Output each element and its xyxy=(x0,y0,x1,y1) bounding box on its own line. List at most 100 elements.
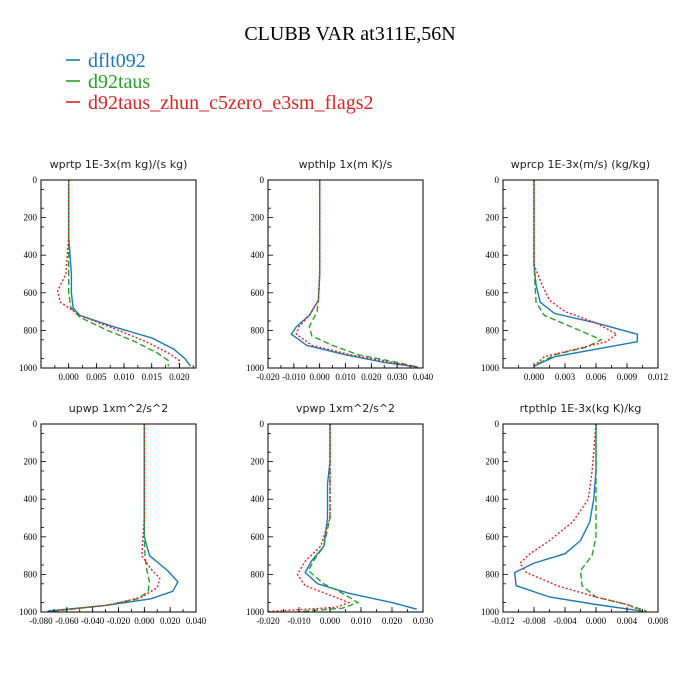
x-tick-label: 0.015 xyxy=(142,372,163,382)
x-tick-label: 0.020 xyxy=(160,616,181,626)
y-tick-label: 600 xyxy=(486,288,500,298)
x-tick-label: 0.030 xyxy=(413,616,434,626)
legend-label: dflt092 xyxy=(88,50,146,72)
y-tick-label: 1000 xyxy=(19,607,38,617)
series-line-dflt092 xyxy=(68,180,192,367)
series-line-d92taus xyxy=(533,180,603,367)
x-tick-label: -0.020 xyxy=(256,372,280,382)
y-tick-label: 200 xyxy=(251,457,265,467)
y-tick-label: 400 xyxy=(24,250,38,260)
x-tick-label: -0.060 xyxy=(55,616,79,626)
x-tick-label: 0.008 xyxy=(648,616,669,626)
plot-frame xyxy=(267,179,424,369)
series-line-d92taus xyxy=(68,180,169,367)
y-tick-label: 200 xyxy=(24,457,38,467)
panel-title: upwp 1xm^2/s^2 xyxy=(69,402,169,415)
x-tick-label: -0.008 xyxy=(522,616,546,626)
series-line-d92taus_zhun_c5zero_e3sm_flags2 xyxy=(53,424,161,612)
chart-panel: rtpthlp 1E-3x(kg K)/kg02004006008001000-… xyxy=(481,402,669,626)
y-tick-label: 0 xyxy=(495,419,500,429)
y-tick-label: 0 xyxy=(33,175,38,185)
x-tick-label: -0.080 xyxy=(29,616,53,626)
x-tick-label: 0.000 xyxy=(524,372,545,382)
series-line-d92taus xyxy=(53,424,151,612)
y-tick-label: 400 xyxy=(486,494,500,504)
x-tick-label: 0.000 xyxy=(320,616,341,626)
y-tick-label: 400 xyxy=(24,494,38,504)
chart-panel: vpwp 1xm^2/s^2 0 200 400 600 800 1000-0.020 -0.… xyxy=(246,402,434,626)
panel-title: wprtp 1E-3x(m kg)/(s kg) xyxy=(50,158,188,171)
y-tick-label: 400 xyxy=(251,494,265,504)
plot-frame xyxy=(502,423,659,613)
chart-panel: wprcp 1E-3x(m/s) (kg/kg) 0 200 400 600 800 100… xyxy=(481,158,668,382)
y-tick-label: 600 xyxy=(251,532,265,542)
x-tick-label: 0.020 xyxy=(361,372,382,382)
y-tick-label: 200 xyxy=(24,213,38,223)
series-line-dflt092 xyxy=(513,424,643,612)
plot-frame xyxy=(40,423,197,613)
y-tick-label: 1000 xyxy=(481,363,500,373)
y-tick-label: 400 xyxy=(251,250,265,260)
panel-title: vpwp 1xm^2/s^2 xyxy=(296,402,395,415)
series-line-d92taus_zhun_c5zero_e3sm_flags2 xyxy=(533,180,619,367)
series-line-d92taus_zhun_c5zero_e3sm_flags2 xyxy=(519,423,643,612)
chart-panel: wpthlp 1x(m K)/s 0 200 400 600 800 1000-0.020-… xyxy=(246,158,434,382)
series-line-dflt092 xyxy=(533,180,638,367)
panel-title: wpthlp 1x(m K)/s xyxy=(299,158,393,171)
x-tick-label: 0.003 xyxy=(555,372,576,382)
series-line-d92taus_zhun_c5zero_e3sm_flags2 xyxy=(295,180,418,368)
y-tick-label: 800 xyxy=(251,569,265,579)
y-tick-label: 0 xyxy=(260,419,265,429)
chart-panel: wprtp 1E-3x(m kg)/(s kg) 0 200 400 600 800 100… xyxy=(19,158,197,382)
x-tick-label: -0.040 xyxy=(81,616,105,626)
series-line-d92taus_zhun_c5zero_e3sm_flags2 xyxy=(56,180,181,367)
legend: dflt092d92tausd92taus_zhun_c5zero_e3sm_f… xyxy=(66,50,373,114)
y-tick-label: 800 xyxy=(251,325,265,335)
y-tick-label: 1000 xyxy=(19,363,38,373)
y-tick-label: 0 xyxy=(33,419,38,429)
y-tick-label: 1000 xyxy=(481,607,500,617)
x-tick-label: 0.000 xyxy=(310,372,331,382)
figure-title: CLUBB VAR at311E,56N xyxy=(244,23,455,45)
x-tick-label: -0.010 xyxy=(287,616,311,626)
x-tick-label: -0.020 xyxy=(107,616,131,626)
series-line-d92taus xyxy=(579,424,647,612)
x-tick-label: 0.000 xyxy=(59,372,80,382)
x-tick-label: 0.006 xyxy=(586,372,607,382)
x-tick-label: 0.000 xyxy=(586,616,607,626)
y-tick-label: 600 xyxy=(486,532,500,542)
y-tick-label: 600 xyxy=(24,288,38,298)
panels: wprtp 1E-3x(m kg)/(s kg) 0 200 400 600 800 100… xyxy=(19,158,669,626)
y-tick-label: 1000 xyxy=(246,607,265,617)
x-tick-label: -0.020 xyxy=(256,616,280,626)
y-tick-label: 200 xyxy=(486,213,500,223)
series-line-d92taus xyxy=(308,180,418,368)
x-tick-label: -0.010 xyxy=(282,372,306,382)
panel-title: wprcp 1E-3x(m/s) (kg/kg) xyxy=(511,158,650,171)
x-tick-label: 0.009 xyxy=(617,372,638,382)
y-tick-label: 800 xyxy=(24,569,38,579)
y-tick-label: 800 xyxy=(24,325,38,335)
series-line-d92taus xyxy=(298,424,360,613)
x-tick-label: 0.010 xyxy=(114,372,135,382)
y-tick-label: 200 xyxy=(486,457,500,467)
x-tick-label: 0.010 xyxy=(351,616,372,626)
y-tick-label: 1000 xyxy=(246,363,265,373)
plot-frame xyxy=(502,179,659,369)
x-tick-label: 0.004 xyxy=(617,616,638,626)
plot-frame xyxy=(40,179,197,369)
legend-label: d92taus xyxy=(88,71,150,93)
y-tick-label: 0 xyxy=(495,175,500,185)
y-tick-label: 800 xyxy=(486,569,500,579)
series-line-dflt092 xyxy=(290,180,418,368)
x-tick-label: 0.040 xyxy=(186,616,207,626)
x-tick-label: 0.020 xyxy=(169,372,190,382)
y-tick-label: 600 xyxy=(251,288,265,298)
series-line-dflt092 xyxy=(304,424,417,610)
series-line-d92taus_zhun_c5zero_e3sm_flags2 xyxy=(267,424,351,613)
x-tick-label: 0.005 xyxy=(86,372,107,382)
x-tick-label: -0.004 xyxy=(553,616,577,626)
x-tick-label: 0.020 xyxy=(382,616,403,626)
